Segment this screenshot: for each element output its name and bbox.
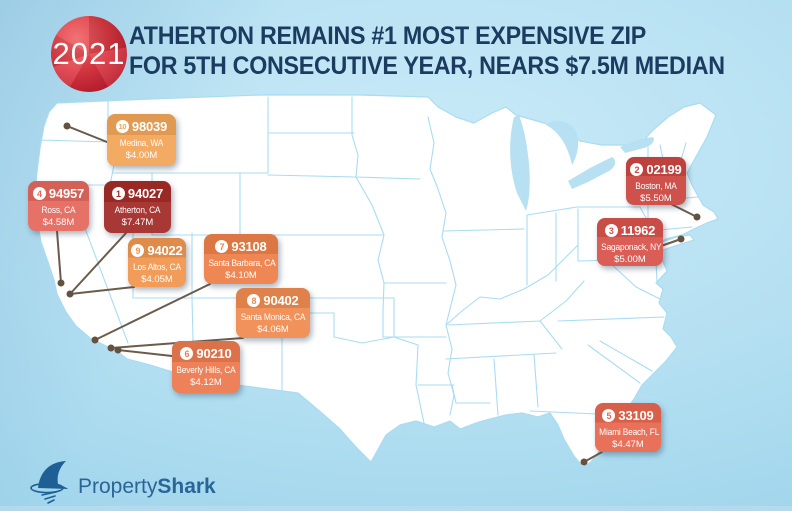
dot-santa-monica [107,344,115,352]
logo-word-property: Property [78,475,158,498]
callout-miami-beach: 5 33109 Miami Beach, FL $4.47M [595,403,661,452]
zip-code: 90402 [263,293,299,308]
rank-badge: 1 [111,187,125,200]
title-line-1: ATHERTON REMAINS #1 MOST EXPENSIVE ZIP [129,22,646,50]
city-label: Ross, CA [41,205,76,215]
city-label: Miami Beach, FL [599,427,660,437]
rank-badge: 9 [131,244,145,257]
median-price: $4.00M [125,150,158,161]
callout-ross: 4 94957 Ross, CA $4.58M [28,181,89,231]
city-label: Beverly Hills, CA [176,365,236,375]
rank-badge: 10 [115,120,129,133]
dot-boston [693,213,701,221]
year-badge-label: 2021 [52,36,126,71]
lake-erie [568,157,616,189]
dot-bay-area [66,290,74,298]
callout-santa-barbara: 7 93108 Santa Barbara, CA $4.10M [204,234,278,284]
rank-badge: 3 [604,224,618,237]
median-price: $4.12M [190,377,222,388]
dot-beverly-hills [114,346,122,354]
title-line-2: FOR 5TH CONSECUTIVE YEAR, NEARS $7.5M ME… [129,52,725,80]
callout-medina: 10 98039 Medina, WA $4.00M [107,114,176,166]
callout-beverly-hills: 6 90210 Beverly Hills, CA $4.12M [172,341,240,393]
dot-miami-beach [580,458,588,466]
lake-michigan [510,115,530,211]
location-dots [57,122,701,466]
lake-huron [546,120,579,165]
logo-word-shark: Shark [157,475,216,498]
connector-lines [56,125,698,463]
median-price: $4.05M [141,274,173,285]
city-label: Medina, WA [119,138,164,148]
rank-badge: 8 [247,294,261,307]
zip-code: 11962 [620,223,656,238]
city-label: Los Altos, CA [133,262,181,272]
city-label: Santa Barbara, CA [208,258,276,268]
shark-fin-icon [30,461,68,504]
callout-santa-monica: 8 90402 Santa Monica, CA $4.06M [236,288,310,338]
zip-code: 02199 [646,162,682,177]
zip-code: 94957 [48,186,85,201]
median-price: $4.58M [42,217,75,228]
rank-badge: 5 [602,409,616,422]
logo-wordmark: PropertyShark [78,475,216,499]
median-price: $4.06M [257,324,289,335]
callout-atherton: 1 94027 Atherton, CA $7.47M [104,181,171,233]
zip-code: 94022 [147,243,183,258]
rank-badge: 2 [630,163,644,176]
zip-code: 90210 [196,346,232,361]
propertyshark-logo: PropertyShark [28,458,216,506]
median-price: $4.10M [225,270,257,281]
zip-code: 93108 [231,239,267,254]
dot-ross [57,279,65,287]
dot-sagaponack [677,235,685,243]
bottom-edge-strip [0,506,792,511]
callout-los-altos: 9 94022 Los Altos, CA $4.05M [128,238,186,287]
zip-code: 94027 [127,186,164,201]
long-island [659,234,695,251]
page-title: ATHERTON REMAINS #1 MOST EXPENSIVE ZIP F… [129,21,725,81]
median-price: $7.47M [121,217,154,228]
zip-code: 33109 [618,408,654,423]
zip-code: 98039 [131,119,168,134]
rank-badge: 6 [180,347,194,360]
rank-badge: 4 [32,187,46,200]
city-label: Santa Monica, CA [240,312,306,322]
median-price: $5.00M [614,254,646,265]
city-label: Boston, MA [635,181,677,191]
callout-sagaponack: 3 11962 Sagaponack, NY $5.00M [597,218,663,266]
rank-badge: 7 [215,240,229,253]
city-label: Sagaponack, NY [601,242,662,252]
lake-ontario [620,137,654,153]
city-label: Atherton, CA [114,205,161,215]
median-price: $4.47M [612,439,644,450]
median-price: $5.50M [640,193,672,204]
dot-santa-barbara [91,336,99,344]
year-badge: 2021 [51,16,127,92]
dot-medina [63,122,71,130]
callout-boston: 2 02199 Boston, MA $5.50M [626,157,686,205]
